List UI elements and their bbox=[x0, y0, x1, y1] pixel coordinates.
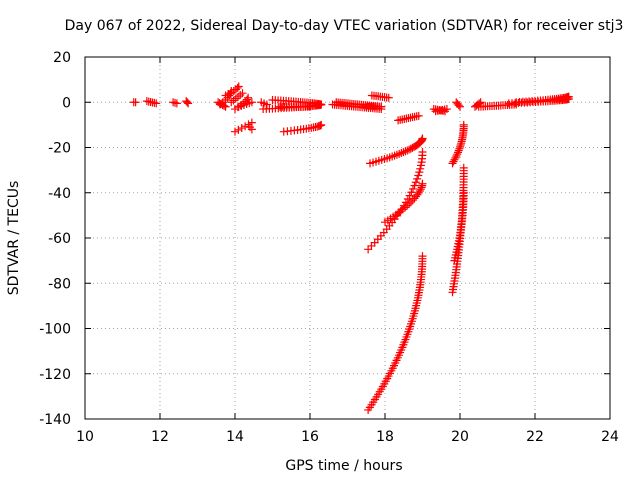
data-point bbox=[172, 99, 181, 108]
data-point bbox=[405, 199, 414, 208]
data-point bbox=[413, 174, 422, 183]
data-point bbox=[238, 89, 247, 98]
data-point bbox=[410, 181, 419, 190]
data-point bbox=[459, 120, 468, 129]
chart-title: Day 067 of 2022, Sidereal Day-to-day VTE… bbox=[65, 18, 624, 34]
data-point bbox=[455, 144, 464, 153]
data-point bbox=[221, 102, 230, 111]
data-point bbox=[403, 146, 412, 155]
data-point bbox=[418, 252, 427, 261]
data-point bbox=[405, 145, 414, 154]
data-point bbox=[409, 184, 418, 193]
data-point bbox=[415, 187, 424, 196]
data-point bbox=[364, 245, 373, 254]
x-tick-label: 24 bbox=[601, 429, 619, 445]
data-point bbox=[234, 82, 243, 91]
data-point bbox=[564, 92, 573, 101]
y-tick-label: -140 bbox=[39, 412, 71, 428]
data-point bbox=[233, 83, 242, 92]
data-point bbox=[244, 93, 253, 102]
axis-ticks bbox=[84, 56, 611, 420]
x-tick-label: 14 bbox=[226, 429, 244, 445]
y-axis-label: SDTVAR / TECUs bbox=[6, 181, 22, 296]
data-point bbox=[306, 102, 314, 111]
data-point bbox=[317, 100, 326, 109]
data-point bbox=[220, 101, 229, 110]
x-tick-label: 22 bbox=[526, 429, 544, 445]
x-tick-label: 10 bbox=[76, 429, 94, 445]
data-points bbox=[129, 82, 573, 414]
data-point bbox=[401, 147, 410, 156]
data-point bbox=[448, 159, 457, 168]
data-point bbox=[317, 120, 326, 129]
data-point bbox=[418, 134, 427, 143]
data-point bbox=[414, 111, 423, 120]
y-tick-label: -100 bbox=[39, 322, 71, 338]
x-tick-label: 12 bbox=[151, 429, 169, 445]
data-point bbox=[384, 93, 393, 102]
data-point bbox=[454, 148, 463, 157]
data-point bbox=[247, 118, 256, 127]
y-tick-label: -60 bbox=[48, 231, 71, 247]
data-point bbox=[405, 191, 414, 200]
data-point bbox=[453, 150, 462, 159]
plot-area-frame bbox=[84, 56, 611, 420]
x-tick-labels: 10 12 14 16 18 20 22 24 bbox=[76, 429, 619, 445]
data-point bbox=[416, 185, 425, 194]
y-tick-labels: 20 0 -20 -40 -60 -80 -100 -120 -140 bbox=[39, 50, 71, 428]
data-point bbox=[452, 152, 461, 161]
data-point bbox=[234, 125, 243, 134]
x-tick-label: 20 bbox=[451, 429, 469, 445]
data-point bbox=[454, 146, 463, 155]
y-tick-label: -40 bbox=[48, 186, 71, 202]
data-point bbox=[449, 157, 458, 166]
data-point bbox=[416, 164, 425, 173]
data-point bbox=[456, 102, 464, 111]
y-tick-label: -120 bbox=[39, 367, 71, 383]
data-point bbox=[403, 201, 412, 210]
data-point bbox=[183, 98, 192, 107]
data-point bbox=[450, 155, 459, 164]
data-point bbox=[451, 153, 460, 162]
y-tick-label: 20 bbox=[53, 50, 71, 66]
data-point bbox=[377, 102, 386, 111]
data-point bbox=[152, 99, 161, 108]
data-point bbox=[241, 122, 250, 131]
data-point bbox=[247, 125, 256, 134]
data-point bbox=[407, 198, 416, 207]
data-point bbox=[442, 105, 451, 114]
data-point bbox=[418, 148, 427, 157]
data-point bbox=[415, 168, 424, 177]
data-point bbox=[231, 127, 239, 136]
data-point bbox=[411, 178, 420, 187]
data-point bbox=[418, 179, 427, 188]
data-point bbox=[459, 163, 468, 172]
y-tick-label: -20 bbox=[48, 141, 71, 157]
data-point bbox=[416, 161, 425, 170]
data-point bbox=[454, 101, 463, 110]
y-tick-label: -80 bbox=[48, 276, 71, 292]
data-point bbox=[247, 98, 256, 107]
data-point bbox=[399, 148, 408, 157]
data-point bbox=[184, 99, 193, 108]
x-axis-label: GPS time / hours bbox=[285, 458, 402, 474]
data-point bbox=[459, 188, 468, 197]
x-tick-label: 16 bbox=[301, 429, 319, 445]
data-point bbox=[237, 124, 246, 133]
y-tick-label: 0 bbox=[62, 95, 71, 111]
data-point bbox=[414, 171, 423, 180]
x-tick-label: 18 bbox=[376, 429, 394, 445]
data-point bbox=[131, 98, 140, 107]
grid-lines bbox=[85, 57, 610, 419]
data-point bbox=[407, 188, 416, 197]
